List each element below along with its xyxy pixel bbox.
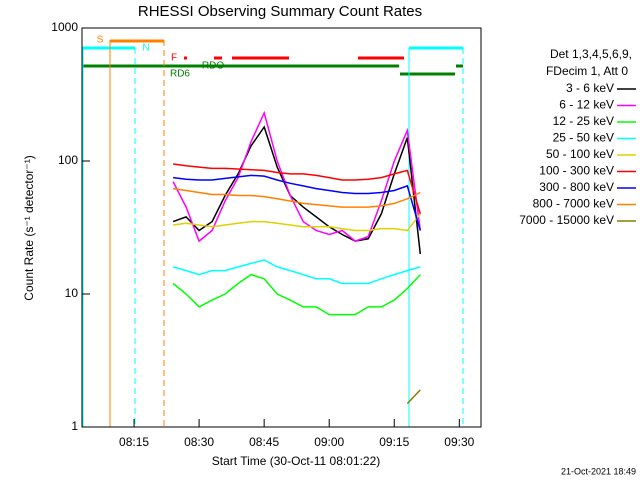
legend-label: 800 - 7000 keV — [533, 197, 614, 211]
series-line — [172, 187, 421, 208]
annotation: N — [142, 43, 149, 54]
chart-title: RHESSI Observing Summary Count Rates — [138, 3, 422, 20]
x-tick-label: 09:30 — [444, 435, 474, 449]
legend-label: 100 - 300 keV — [539, 164, 614, 178]
y-axis-label: Count Rate (s⁻¹ detector⁻¹) — [22, 155, 36, 300]
legend-label: 6 - 12 keV — [559, 98, 614, 112]
x-tick-label: 08:15 — [119, 435, 149, 449]
x-tick-label: 08:30 — [184, 435, 214, 449]
x-tick-label: 09:15 — [379, 435, 409, 449]
legend-label: 300 - 800 keV — [539, 180, 614, 194]
x-tick-label: 09:00 — [314, 435, 344, 449]
series-line — [173, 213, 421, 232]
x-tick-label: 08:45 — [249, 435, 279, 449]
legend-header: Det 1,3,4,5,6,9, — [550, 47, 632, 61]
annotation: RD6 — [170, 69, 190, 80]
timestamp: 21-Oct-2021 18:49 — [561, 466, 636, 476]
series-line — [172, 125, 422, 255]
plot-frame — [81, 27, 482, 428]
legend-label: 50 - 100 keV — [546, 147, 614, 161]
legend-label: 3 - 6 keV — [566, 81, 614, 95]
state-bars — [82, 39, 463, 76]
annotation: RDO — [202, 61, 224, 72]
legend-header: FDecim 1, Att 0 — [546, 64, 628, 78]
series-line — [172, 273, 421, 316]
x-axis-label: Start Time (30-Oct-11 08:01:22) — [212, 454, 381, 468]
annotation: F — [171, 53, 177, 64]
series-line — [172, 110, 422, 243]
legend-label: 7000 - 15000 keV — [519, 213, 614, 227]
y-tick-label: 10 — [65, 286, 79, 300]
legend-label: 12 - 25 keV — [553, 114, 614, 128]
y-tick-label: 1 — [71, 419, 78, 433]
legend-label: 25 - 50 keV — [553, 131, 614, 145]
mode-lines — [82, 40, 464, 427]
annotation: S — [97, 35, 104, 46]
series-line — [406, 389, 421, 405]
series-line — [172, 259, 421, 285]
series-line — [172, 163, 422, 215]
y-tick-label: 1000 — [51, 20, 78, 34]
series-line — [173, 174, 422, 231]
y-tick-label: 100 — [58, 153, 78, 167]
